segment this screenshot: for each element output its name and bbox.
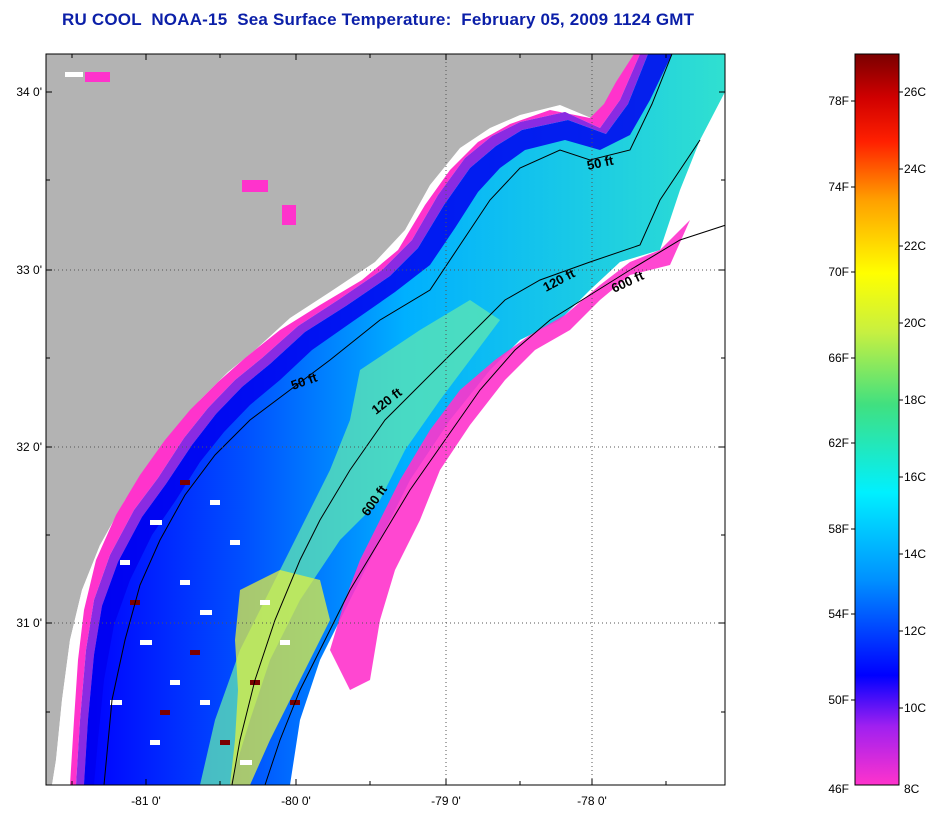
cloud-speckles — [110, 500, 290, 765]
colorbar: 78F 74F 70F 66F 62F 58F 54F 50F 46F 26C … — [828, 53, 926, 796]
inland-water — [65, 72, 296, 225]
colorbar-c-20: 20C — [904, 316, 926, 330]
colorbar-f-62: 62F — [828, 436, 849, 450]
colorbar-f-66: 66F — [828, 351, 849, 365]
map-title: RU COOL NOAA-15 Sea Surface Temperature:… — [62, 10, 695, 29]
axis-ticks — [46, 54, 725, 785]
colorbar-f-58: 58F — [828, 522, 849, 536]
colorbar-c-10: 10C — [904, 701, 926, 715]
colorbar-f-50: 50F — [828, 693, 849, 707]
lon-label-80: -80 0' — [281, 794, 311, 808]
colorbar-f-74: 74F — [828, 180, 849, 194]
map-frame — [45, 53, 726, 786]
lon-label-81: -81 0' — [131, 794, 161, 808]
contour-600ft — [264, 224, 725, 785]
shelf-edge-fringe — [330, 220, 690, 690]
colorbar-c-14: 14C — [904, 547, 926, 561]
land-mass — [46, 54, 634, 785]
colorbar-c-18: 18C — [904, 393, 926, 407]
colorbar-gradient — [854, 53, 900, 786]
colorbar-c-24: 24C — [904, 162, 926, 176]
mid-shelf-yellow — [230, 570, 330, 785]
lon-label-78: -78 0' — [577, 794, 607, 808]
contour-50ft — [103, 54, 673, 785]
lat-label-33: 33 0' — [16, 263, 42, 277]
colorbar-c-16: 16C — [904, 470, 926, 484]
lat-label-32: 32 0' — [16, 440, 42, 454]
colorbar-f-70: 70F — [828, 265, 849, 279]
colorbar-c-12: 12C — [904, 624, 926, 638]
colorbar-c-8: 8C — [904, 782, 920, 796]
contour-120ft — [231, 139, 701, 785]
mid-shelf-warm — [200, 300, 500, 785]
colorbar-f-54: 54F — [828, 607, 849, 621]
lon-label-79: -79 0' — [431, 794, 461, 808]
nearshore-blue — [84, 54, 672, 785]
cold-coastal-water — [70, 54, 640, 785]
colorbar-f-78: 78F — [828, 94, 849, 108]
lat-label-34: 34 0' — [16, 85, 42, 99]
colorbar-c-26: 26C — [904, 85, 926, 99]
colorbar-c-22: 22C — [904, 239, 926, 253]
lat-label-31: 31 0' — [16, 616, 42, 630]
contour-label-50-north: 50 ft — [586, 153, 616, 173]
colorbar-f-46: 46F — [828, 782, 849, 796]
purple-band — [76, 54, 648, 785]
map-area — [46, 54, 725, 785]
